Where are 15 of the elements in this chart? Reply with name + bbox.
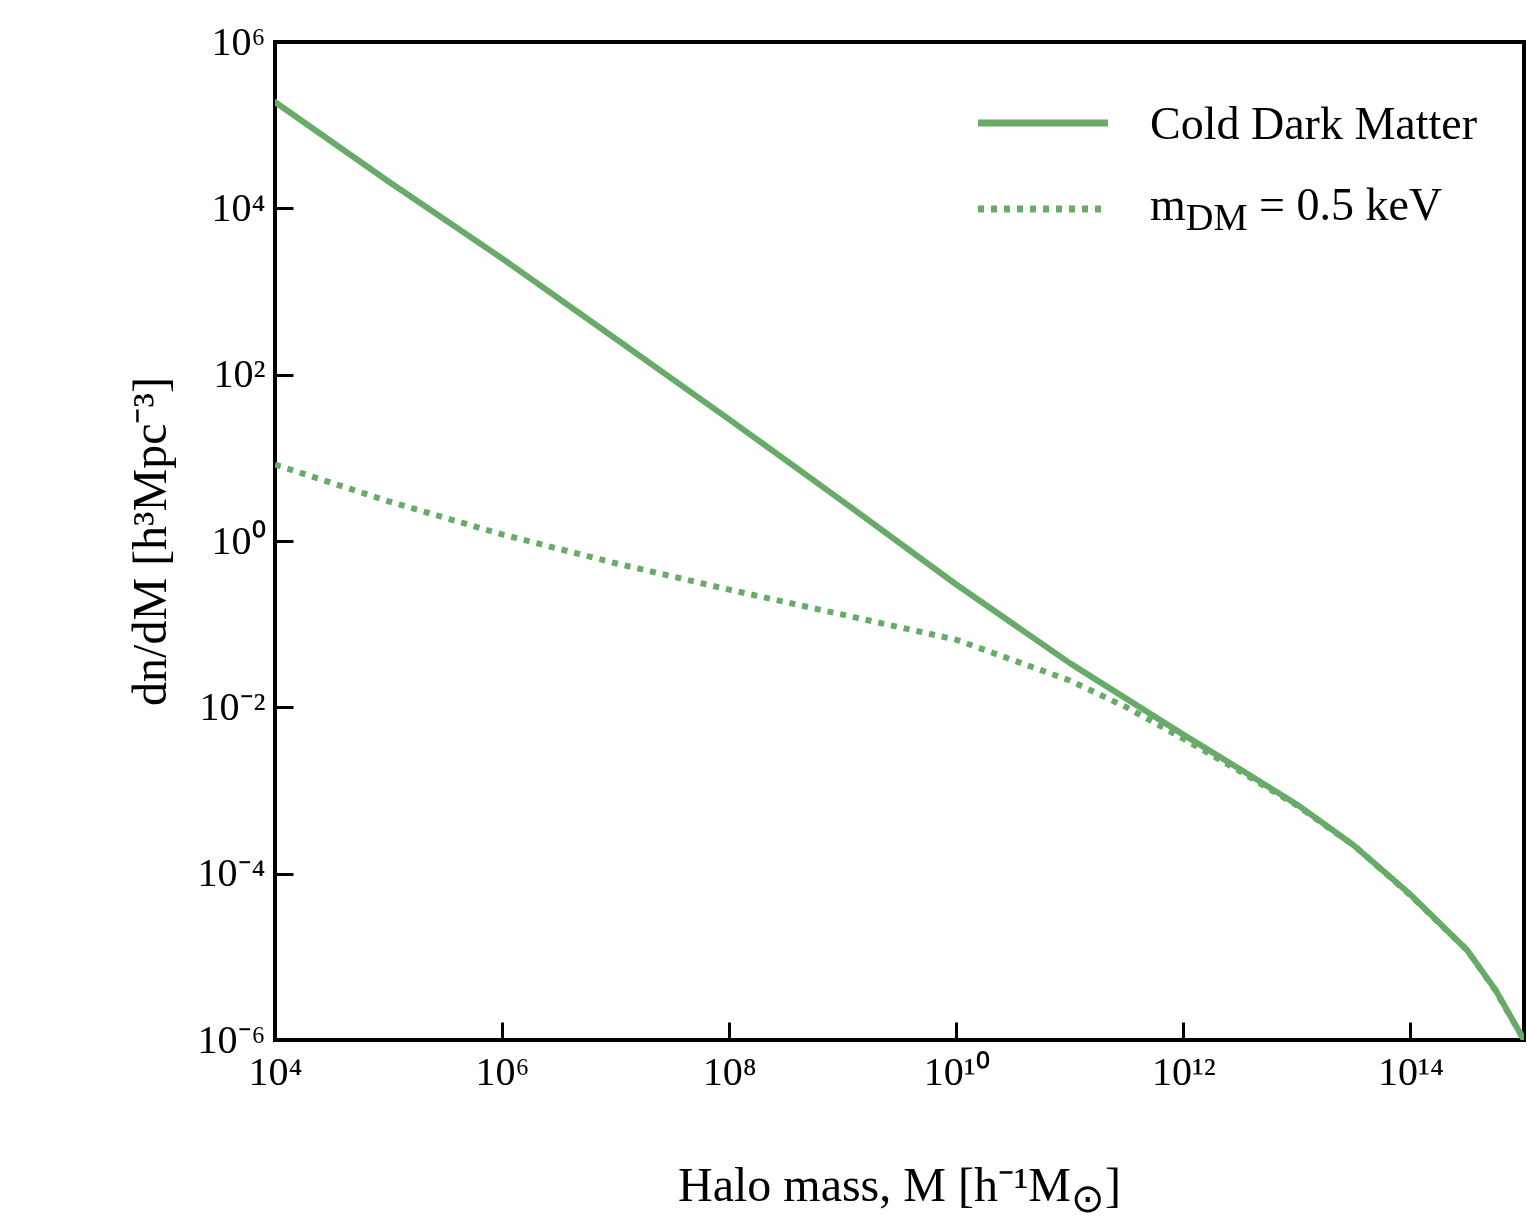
y-tick-label: 10⁰ — [211, 517, 266, 563]
y-tick-label: 10⁶ — [211, 18, 266, 64]
legend-label: Cold Dark Matter — [1149, 96, 1477, 150]
x-tick-label: 10¹⁴ — [1377, 1048, 1444, 1094]
x-axis-title: Halo mass, M [h⁻¹M$_{⊙}$] — [677, 1157, 1122, 1222]
x-tick-label: 10⁶ — [475, 1048, 530, 1094]
legend-label: m$_{DM}$ = 0.5 keV — [1149, 178, 1443, 240]
y-tick-label: 10⁻² — [199, 683, 266, 729]
y-tick-label: 10⁻⁴ — [197, 850, 266, 896]
x-tick-label: 10¹⁰ — [923, 1048, 990, 1094]
x-tick-label: 10⁸ — [702, 1048, 757, 1094]
y-axis-title: dn/dM [h³Mpc⁻³] — [122, 377, 176, 706]
y-tick-label: 10⁴ — [211, 184, 266, 230]
y-tick-label: 10² — [213, 351, 266, 397]
x-tick-label: 10¹² — [1151, 1048, 1216, 1094]
